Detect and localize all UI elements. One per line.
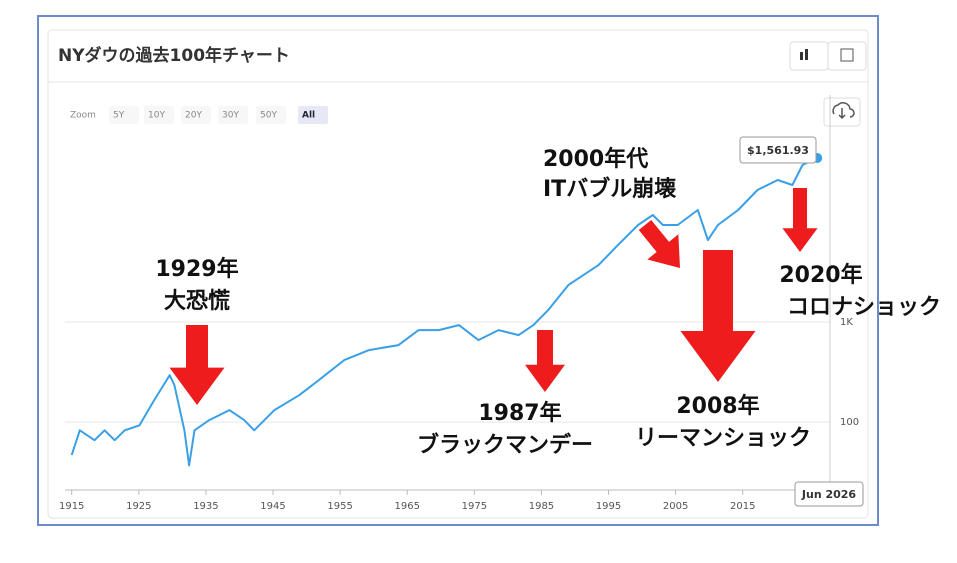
table-button[interactable] xyxy=(827,41,867,71)
crosshair-label: Jun 2026 xyxy=(801,488,857,501)
zoom-label: 5Y xyxy=(113,111,125,121)
annotation: 2008年 xyxy=(676,393,759,419)
annotation: 1987年 xyxy=(478,400,561,426)
zoom-label: All xyxy=(302,111,315,121)
zoom-label: 20Y xyxy=(185,111,202,121)
arrow xyxy=(525,330,565,392)
table-icon xyxy=(840,48,854,62)
x-tick-label: 1975 xyxy=(462,501,487,512)
arrow xyxy=(638,219,680,268)
x-tick-label: 1925 xyxy=(126,501,151,512)
y-tick-label: 1K xyxy=(840,317,853,328)
x-tick-label: 2015 xyxy=(730,501,755,512)
line-series xyxy=(70,157,818,467)
annotation: ITバブル崩壊 xyxy=(543,176,677,202)
x-tick-label: 1915 xyxy=(59,501,84,512)
zoom-label: 10Y xyxy=(148,111,165,121)
zoom-label: Zoom xyxy=(70,111,96,121)
zoom-label: 30Y xyxy=(222,111,239,121)
arrow xyxy=(169,325,225,405)
x-tick-label: 2005 xyxy=(663,501,688,512)
bar-icon xyxy=(805,49,808,60)
chart-title: NYダウの過去100年チャート xyxy=(58,45,290,66)
card xyxy=(47,29,869,519)
y-tick-label: 100 xyxy=(840,417,859,428)
bar-chart-button[interactable] xyxy=(789,41,829,71)
zoom-label: 50Y xyxy=(260,111,277,121)
zoom-button[interactable] xyxy=(256,106,286,124)
tooltip-label: $1,561.93 xyxy=(747,144,809,157)
x-tick-label: 1985 xyxy=(529,501,554,512)
crosshair-box xyxy=(794,481,864,507)
zoom-button[interactable] xyxy=(181,106,211,124)
annotation: ブラックマンデー xyxy=(417,432,593,458)
zoom-button[interactable] xyxy=(109,106,139,124)
annotation: 2000年代 xyxy=(543,146,648,172)
arrow xyxy=(782,188,818,252)
annotation: リーマンショック xyxy=(635,426,811,451)
tooltip-box xyxy=(739,136,817,164)
annotation: 1929年 xyxy=(155,256,238,282)
zoom-button[interactable] xyxy=(218,106,248,124)
bar-icon xyxy=(800,52,803,60)
x-tick-label: 1955 xyxy=(327,501,352,512)
zoom-button[interactable] xyxy=(298,106,328,124)
arrow xyxy=(680,250,756,382)
x-tick-label: 1945 xyxy=(260,501,285,512)
zoom-button[interactable] xyxy=(144,106,174,124)
annotation: 2020年 xyxy=(779,262,862,288)
annotation: コロナショック xyxy=(787,295,941,320)
annotation: 大恐慌 xyxy=(164,288,230,314)
download-icon xyxy=(832,102,855,120)
x-tick-label: 1935 xyxy=(193,501,218,512)
x-tick-label: 1995 xyxy=(596,501,621,512)
x-tick-label: 1965 xyxy=(395,501,420,512)
